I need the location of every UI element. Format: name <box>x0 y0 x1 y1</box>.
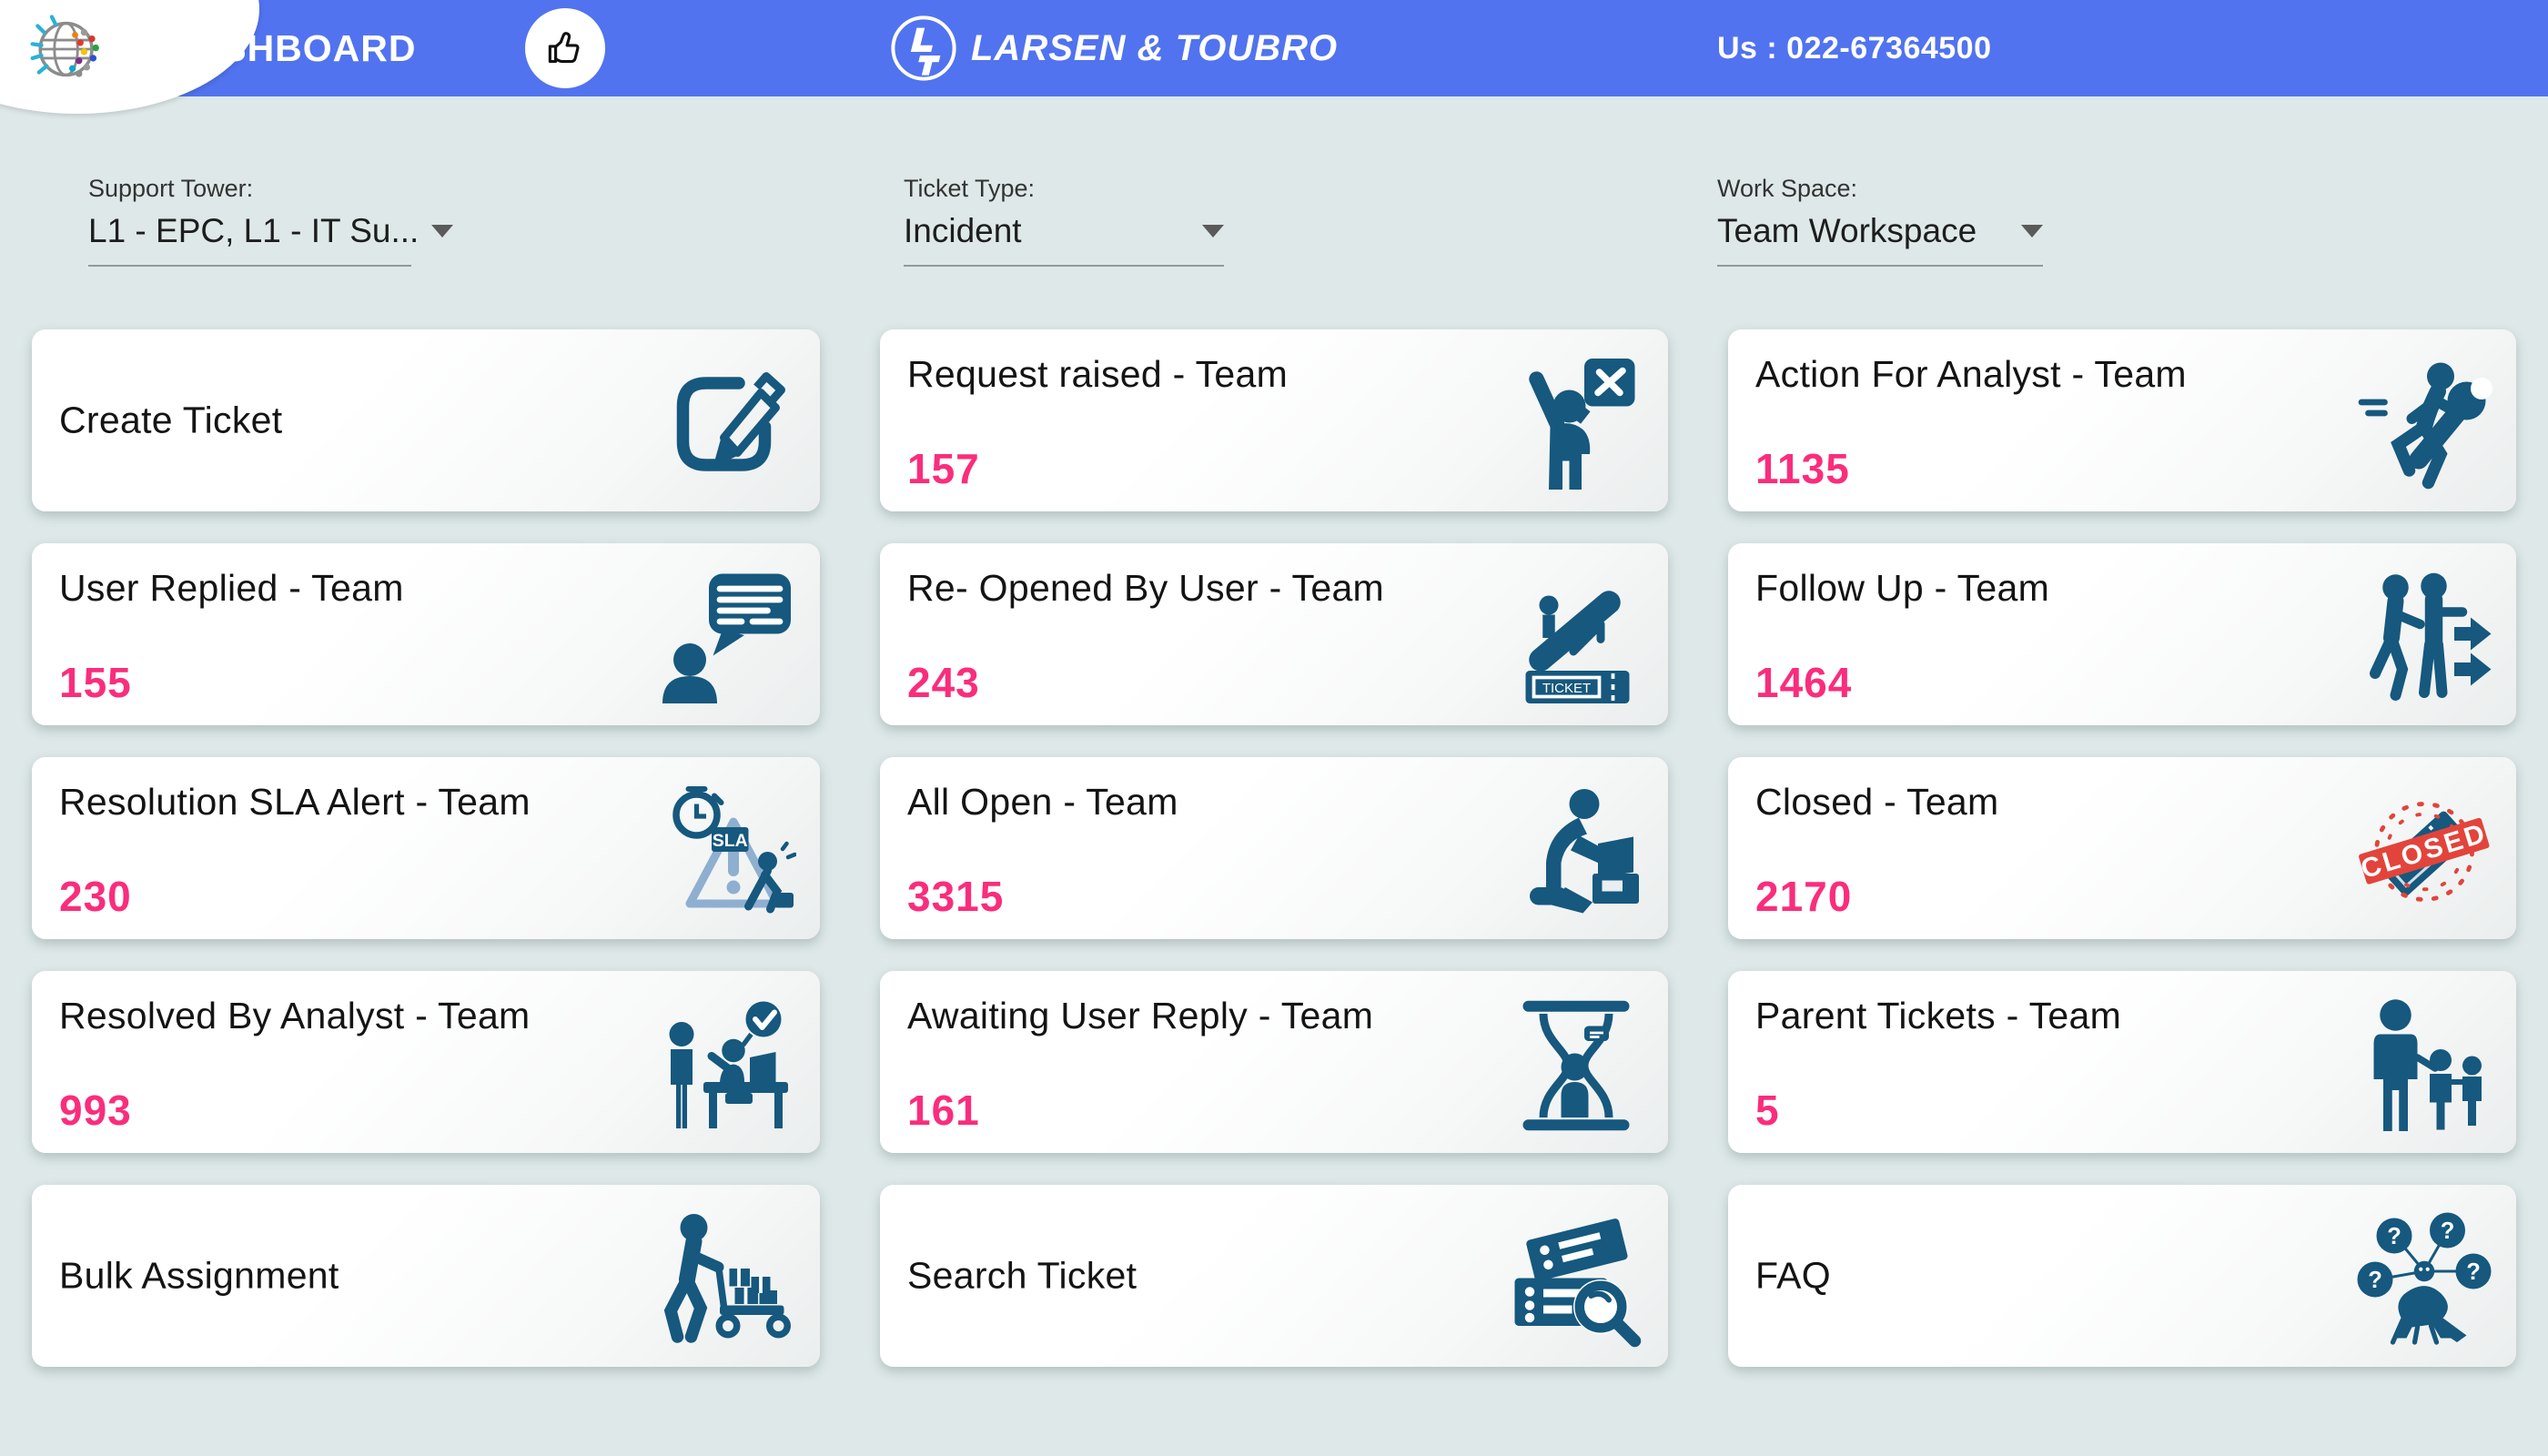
filter-label: Support Tower: <box>88 175 254 202</box>
brand-name: LARSEN & TOUBRO <box>971 27 1339 68</box>
request-raised-icon <box>1508 356 1644 492</box>
brand-lockup: LARSEN & TOUBRO <box>887 0 1338 96</box>
card-title: Re- Opened By User - Team <box>907 567 1385 609</box>
filter-work-space: Work Space: Team Workspace <box>1717 175 2043 267</box>
card-count: 3315 <box>907 873 1005 920</box>
resolved-by-analyst-icon <box>660 997 796 1134</box>
chevron-down-icon <box>1202 225 1224 238</box>
filter-label: Ticket Type: <box>904 175 1036 202</box>
filter-label: Work Space: <box>1717 175 1858 202</box>
card-count: 161 <box>907 1087 980 1134</box>
card-title: User Replied - Team <box>59 567 404 609</box>
card-count: 155 <box>59 659 132 706</box>
card-title: Search Ticket <box>907 1254 1138 1297</box>
card-bulk-assignment[interactable]: Bulk Assignment <box>32 1185 820 1367</box>
card-create-ticket[interactable]: Create Ticket <box>32 329 820 511</box>
page-title: DASHBOARD <box>166 26 417 69</box>
card-follow-up-team[interactable]: Follow Up - Team 1464 <box>1728 543 2516 725</box>
svg-text:?: ? <box>2387 1224 2401 1249</box>
support-tower-select[interactable]: L1 - EPC, L1 - IT Su... <box>88 212 454 267</box>
card-count: 243 <box>907 659 980 706</box>
card-title: Closed - Team <box>1755 781 1999 823</box>
search-ticket-icon <box>1508 1211 1644 1348</box>
app-header: DASHBOARD LARSEN & TOUBRO Us : 022-67364… <box>0 0 2548 114</box>
card-title: Action For Analyst - Team <box>1755 353 2187 395</box>
card-all-open-team[interactable]: All Open - Team 3315 <box>880 757 1668 939</box>
card-re-opened-by-user-team[interactable]: Re- Opened By User - Team 243 TICKET <box>880 543 1668 725</box>
svg-text:TICKET: TICKET <box>1542 681 1591 696</box>
svg-text:?: ? <box>2466 1259 2481 1285</box>
card-title: Awaiting User Reply - Team <box>907 995 1374 1036</box>
svg-text:?: ? <box>2441 1218 2455 1244</box>
awaiting-user-reply-icon <box>1508 997 1644 1134</box>
card-request-raised-team[interactable]: Request raised - Team 157 <box>880 329 1668 511</box>
card-title: Create Ticket <box>59 399 283 441</box>
filter-support-tower: Support Tower: L1 - EPC, L1 - IT Su... <box>88 175 454 267</box>
svg-text:SLA: SLA <box>713 831 748 851</box>
action-for-analyst-icon <box>2356 356 2492 492</box>
card-count: 157 <box>907 445 980 492</box>
card-count: 2170 <box>1755 873 1853 920</box>
card-closed-team[interactable]: Closed - Team 2170 CLOSED <box>1728 757 2516 939</box>
card-grid: Create Ticket Request raised - Team 157 A… <box>32 329 2516 1367</box>
work-space-select[interactable]: Team Workspace <box>1717 212 2043 267</box>
card-faq[interactable]: FAQ ???? <box>1728 1185 2516 1367</box>
lt-logo-icon <box>891 15 956 81</box>
filter-ticket-type: Ticket Type: Incident <box>904 175 1224 267</box>
card-count: 5 <box>1755 1087 1780 1134</box>
card-title: Bulk Assignment <box>59 1254 339 1297</box>
card-title: Resolution SLA Alert - Team <box>59 781 531 823</box>
card-resolution-sla-alert-team[interactable]: Resolution SLA Alert - Team 230 SLA <box>32 757 820 939</box>
card-count: 230 <box>59 873 132 920</box>
reopened-by-user-icon: TICKET <box>1508 570 1644 706</box>
card-user-replied-team[interactable]: User Replied - Team 155 <box>32 543 820 725</box>
card-title: Parent Tickets - Team <box>1755 995 2122 1036</box>
card-resolved-by-analyst-team[interactable]: Resolved By Analyst - Team 993 <box>32 971 820 1153</box>
chevron-down-icon <box>431 225 454 238</box>
ticket-type-value: Incident <box>904 212 1022 249</box>
contact-phone: Us : 022-67364500 <box>1717 30 1992 66</box>
card-count: 993 <box>59 1087 132 1134</box>
thumbs-up-icon <box>548 32 580 64</box>
faq-icon: ???? <box>2356 1211 2492 1348</box>
card-count: 1135 <box>1755 445 1850 492</box>
card-title: All Open - Team <box>907 781 1178 823</box>
card-count: 1464 <box>1755 659 1853 706</box>
card-awaiting-user-reply-team[interactable]: Awaiting User Reply - Team 161 <box>880 971 1668 1153</box>
card-title: FAQ <box>1755 1254 1831 1297</box>
bulk-assignment-icon <box>660 1211 796 1348</box>
work-space-value: Team Workspace <box>1717 212 1977 249</box>
create-ticket-icon <box>660 356 796 492</box>
user-replied-icon <box>660 570 796 706</box>
support-tower-value: L1 - EPC, L1 - IT Su... <box>88 212 420 249</box>
card-title: Resolved By Analyst - Team <box>59 995 531 1036</box>
card-search-ticket[interactable]: Search Ticket <box>880 1185 1668 1367</box>
ticket-type-select[interactable]: Incident <box>904 212 1224 267</box>
like-button[interactable] <box>525 8 605 88</box>
all-open-icon <box>1508 784 1644 920</box>
parent-tickets-icon <box>2356 997 2492 1134</box>
card-action-for-analyst-team[interactable]: Action For Analyst - Team 1135 <box>1728 329 2516 511</box>
app-globe-logo-icon <box>27 9 107 89</box>
card-title: Follow Up - Team <box>1755 567 2050 609</box>
sla-alert-icon: SLA <box>660 784 796 920</box>
svg-text:?: ? <box>2368 1268 2382 1293</box>
card-title: Request raised - Team <box>907 353 1289 395</box>
follow-up-icon <box>2356 570 2492 706</box>
chevron-down-icon <box>2021 225 2043 238</box>
closed-icon: CLOSED <box>2356 784 2492 920</box>
card-parent-tickets-team[interactable]: Parent Tickets - Team 5 <box>1728 971 2516 1153</box>
